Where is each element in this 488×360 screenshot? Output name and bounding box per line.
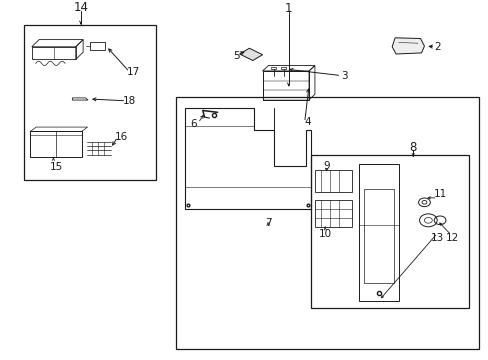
Polygon shape xyxy=(391,38,424,54)
Text: 12: 12 xyxy=(445,233,458,243)
Text: 2: 2 xyxy=(433,42,440,52)
Text: 1: 1 xyxy=(284,3,292,15)
Text: 4: 4 xyxy=(304,117,311,127)
Text: 10: 10 xyxy=(318,229,331,239)
Bar xyxy=(364,189,393,283)
Bar xyxy=(281,67,285,69)
Text: 15: 15 xyxy=(49,162,63,172)
Text: 7: 7 xyxy=(264,218,271,228)
Bar xyxy=(24,25,156,180)
Text: 6: 6 xyxy=(189,119,196,129)
Bar xyxy=(315,170,351,192)
Text: 3: 3 xyxy=(341,71,347,81)
Text: 5: 5 xyxy=(232,51,239,61)
Text: 17: 17 xyxy=(126,67,140,77)
Text: 11: 11 xyxy=(432,189,446,199)
Text: 14: 14 xyxy=(73,1,88,14)
Bar xyxy=(315,200,351,227)
Text: 16: 16 xyxy=(114,132,128,142)
Bar xyxy=(176,97,478,349)
Bar xyxy=(271,67,276,69)
Bar xyxy=(90,42,105,50)
Text: 9: 9 xyxy=(323,161,329,171)
Text: 8: 8 xyxy=(408,141,416,154)
Bar xyxy=(262,71,308,100)
Bar xyxy=(310,155,468,308)
Text: 13: 13 xyxy=(430,233,444,243)
Bar xyxy=(30,131,81,157)
Text: 18: 18 xyxy=(122,96,136,106)
Polygon shape xyxy=(239,48,262,60)
Bar xyxy=(359,164,398,301)
